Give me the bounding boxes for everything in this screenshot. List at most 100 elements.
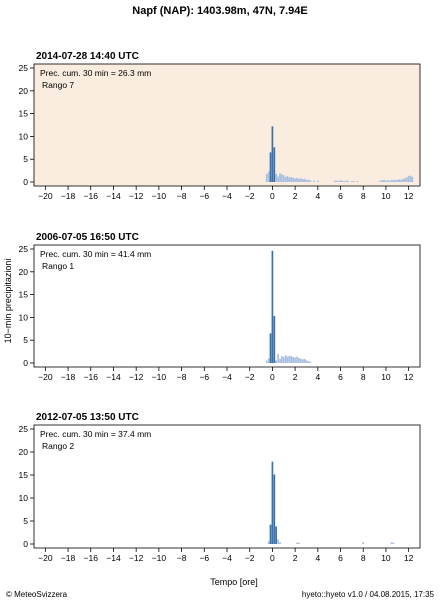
footer-copyright: © MeteoSvizzera	[6, 590, 68, 599]
bar-light	[280, 174, 283, 182]
bar-light	[347, 180, 349, 182]
x-tick-label: −8	[177, 191, 187, 201]
bar-light	[298, 542, 300, 544]
bar-light	[381, 180, 384, 182]
y-tick-label: 15	[19, 290, 29, 300]
legend-rank: Rango 1	[42, 261, 74, 271]
plot-area	[33, 63, 421, 187]
bar-light	[290, 176, 293, 182]
bar-light	[405, 177, 408, 182]
x-tick-label: −12	[129, 553, 144, 563]
x-tick-label: −20	[38, 372, 53, 382]
x-tick-label: −12	[129, 191, 144, 201]
bar-dark	[271, 461, 274, 544]
x-tick-label: −18	[61, 553, 76, 563]
bar-light	[309, 180, 312, 182]
bar-light	[298, 178, 300, 182]
bar-light	[303, 178, 306, 182]
y-tick-label: 10	[19, 131, 29, 141]
bar-light	[284, 176, 287, 182]
bar-light	[265, 360, 268, 363]
x-tick-label: −20	[38, 191, 53, 201]
panel-title: 2006-07-05 16:50 UTC	[36, 232, 139, 243]
bar-light	[396, 179, 399, 182]
x-tick-label: −6	[199, 553, 209, 563]
panel-title: 2014-07-28 14:40 UTC	[36, 51, 139, 62]
bar-light	[282, 175, 285, 182]
bar-light	[402, 178, 404, 182]
bar-light	[404, 178, 406, 182]
bar-light	[301, 359, 304, 363]
bar-dark	[271, 250, 274, 363]
bar-light	[277, 353, 279, 363]
bar-light	[383, 179, 385, 182]
legend-cumulative: Prec. cum. 30 min = 41.4 mm	[40, 249, 151, 259]
x-axis-label: Tempo [ore]	[210, 577, 258, 587]
x-tick-label: −16	[84, 191, 99, 201]
bar-light	[301, 179, 304, 182]
bar-light	[275, 360, 278, 363]
legend-rank: Rango 2	[42, 441, 74, 451]
panel-title: 2012-07-05 13:50 UTC	[36, 412, 139, 423]
bar-light	[379, 180, 382, 182]
x-tick-label: 2	[293, 372, 298, 382]
bar-light	[362, 542, 365, 544]
bar-light	[339, 180, 342, 182]
x-tick-label: 8	[361, 553, 366, 563]
y-tick-label: 0	[23, 358, 28, 368]
x-tick-label: 4	[315, 191, 320, 201]
x-tick-label: 2	[293, 191, 298, 201]
bar-light	[335, 180, 338, 182]
bar-light	[288, 355, 291, 363]
bar-light	[292, 177, 295, 182]
y-tick-label: 10	[19, 312, 29, 322]
bar-light	[334, 180, 336, 182]
bar-light	[267, 358, 270, 363]
y-tick-label: 25	[19, 63, 29, 73]
bar-light	[303, 358, 306, 363]
x-tick-label: −8	[177, 372, 187, 382]
chart-panel-1: 2014-07-28 14:40 UTC Prec. cum. 30 min = …	[19, 51, 421, 201]
x-tick-label: 0	[270, 553, 275, 563]
x-tick-label: −10	[152, 372, 167, 382]
y-axis-label: 10−min precipitazioni	[3, 259, 13, 344]
y-tick-label: 20	[19, 267, 29, 277]
bar-light	[288, 177, 291, 182]
bar-light	[296, 177, 298, 182]
x-tick-label: −14	[106, 372, 121, 382]
bar-light	[356, 181, 359, 182]
x-tick-label: −4	[222, 553, 232, 563]
x-tick-label: 4	[315, 553, 320, 563]
y-tick-label: 15	[19, 109, 29, 119]
x-tick-label: −2	[245, 372, 255, 382]
y-tick-label: 5	[23, 154, 28, 164]
bar-light	[294, 178, 296, 182]
bar-dark	[273, 147, 276, 182]
bar-light	[313, 180, 315, 182]
bar-light	[294, 357, 296, 363]
x-tick-label: 0	[270, 372, 275, 382]
chart-panel-3: 2012-07-05 13:50 UTC Prec. cum. 30 min = …	[19, 412, 421, 563]
x-tick-label: −2	[245, 553, 255, 563]
bar-light	[277, 539, 279, 544]
x-tick-label: 0	[270, 191, 275, 201]
x-tick-label: 4	[315, 372, 320, 382]
x-tick-label: −10	[152, 191, 167, 201]
x-tick-label: 6	[338, 191, 343, 201]
bar-light	[299, 358, 302, 363]
x-tick-label: −4	[222, 191, 232, 201]
bar-light	[267, 541, 270, 544]
x-tick-label: 12	[404, 553, 414, 563]
x-tick-label: −18	[61, 372, 76, 382]
bar-light	[388, 180, 391, 182]
bar-dark	[269, 333, 272, 363]
bar-light	[407, 176, 410, 182]
y-tick-label: 25	[19, 244, 29, 254]
y-tick-label: 25	[19, 424, 29, 434]
bar-light	[351, 181, 353, 182]
bar-light	[307, 361, 310, 363]
bar-light	[290, 356, 293, 363]
bar-light	[385, 180, 387, 182]
bar-light	[392, 542, 395, 544]
